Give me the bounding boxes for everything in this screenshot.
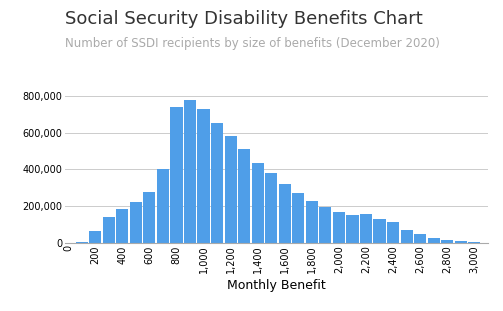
Bar [360, 214, 372, 243]
Bar [428, 238, 440, 243]
Bar [400, 230, 413, 243]
Text: Social Security Disability Benefits Chart: Social Security Disability Benefits Char… [65, 10, 423, 28]
Bar [238, 149, 250, 243]
Bar [387, 221, 399, 243]
Bar [89, 231, 101, 243]
Bar [130, 202, 142, 243]
Bar [197, 109, 210, 243]
Bar [306, 202, 318, 243]
Bar [116, 209, 128, 243]
Bar [224, 136, 237, 243]
Bar [265, 173, 277, 243]
Bar [143, 192, 155, 243]
Bar [455, 241, 467, 243]
Bar [333, 212, 345, 243]
Text: Number of SSDI recipients by size of benefits (December 2020): Number of SSDI recipients by size of ben… [65, 37, 440, 50]
Bar [441, 240, 453, 243]
Bar [157, 169, 169, 243]
Bar [184, 100, 196, 243]
Bar [373, 219, 386, 243]
Bar [468, 242, 480, 243]
Bar [75, 242, 88, 243]
Bar [171, 107, 183, 243]
Bar [252, 163, 264, 243]
X-axis label: Monthly Benefit: Monthly Benefit [227, 279, 326, 292]
Bar [279, 184, 291, 243]
Bar [319, 207, 331, 243]
Bar [211, 123, 223, 243]
Bar [347, 215, 359, 243]
Bar [292, 193, 304, 243]
Bar [414, 234, 426, 243]
Bar [103, 217, 115, 243]
